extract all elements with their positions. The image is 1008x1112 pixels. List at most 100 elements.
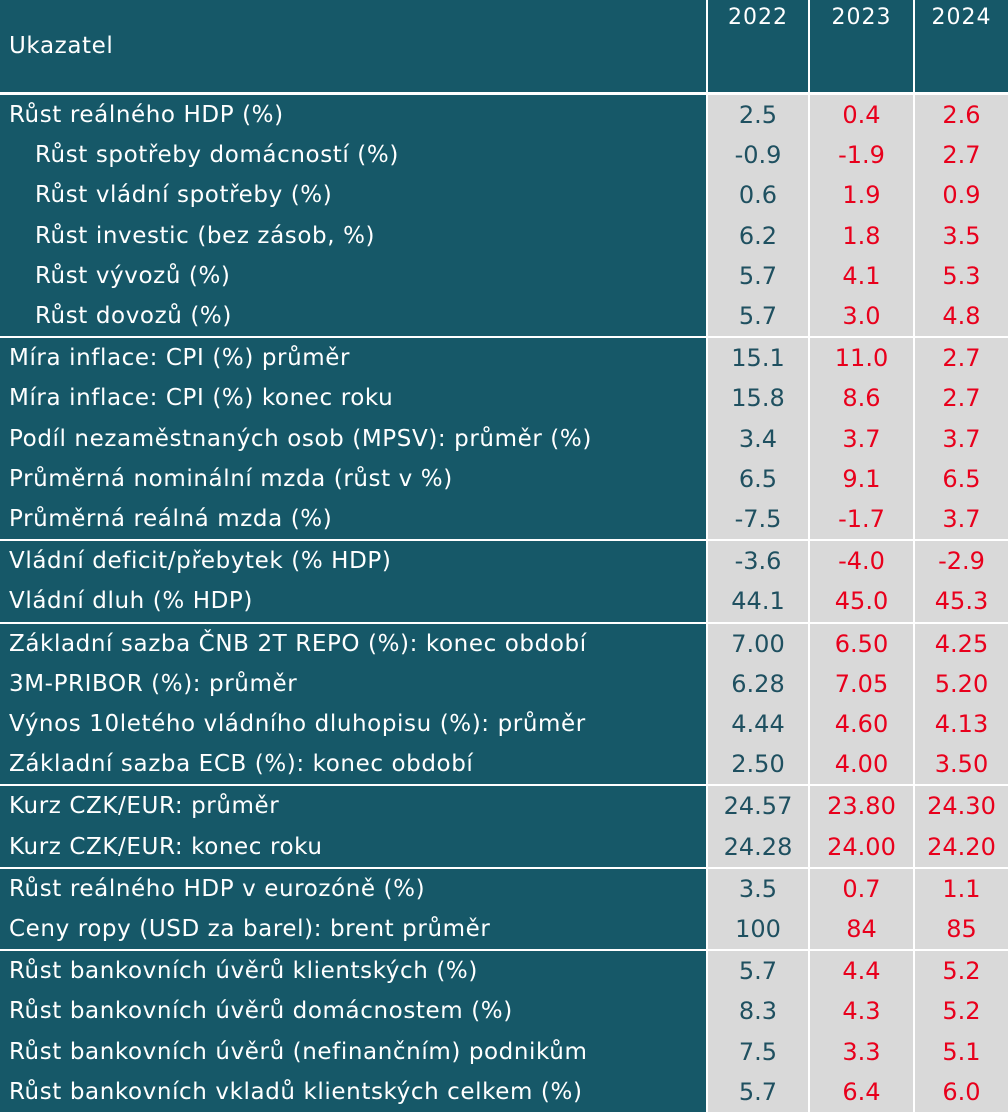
indicator-label: Růst spotřeby domácností (%) <box>0 135 706 176</box>
table-row: Růst reálného HDP v eurozóně (%) 3.5 0.7 1.… <box>0 868 1008 909</box>
value-2024: 3.7 <box>915 499 1008 540</box>
indicator-label: Růst dovozů (%) <box>0 296 706 337</box>
table-row: Vládní deficit/přebytek (% HDP) -3.6 -4.0-… <box>0 541 1008 582</box>
value-2023: 4.1 <box>810 255 913 296</box>
indicator-label: Základní sazba ECB (%): konec období <box>0 744 706 785</box>
value-2024: 5.20 <box>915 663 1008 704</box>
value-2023: 6.4 <box>810 1071 913 1112</box>
indicator-label: Růst bankovních úvěrů domácnostem (%) <box>0 991 706 1032</box>
value-2022: 24.57 <box>708 786 808 827</box>
indicator-label: Míra inflace: CPI (%) konec roku <box>0 378 706 419</box>
table-row: Růst bankovních úvěrů domácnostem (%) 8.3… <box>0 991 1008 1032</box>
value-2023: -1.7 <box>810 499 913 540</box>
table-row: Vládní dluh (% HDP) 44.1 45.0 45.3 <box>0 581 1008 622</box>
indicator-label: Průměrná reálná mzda (%) <box>0 499 706 540</box>
value-2022: 15.1 <box>708 338 808 379</box>
value-2022: 3.4 <box>708 418 808 459</box>
indicator-label: Kurz CZK/EUR: konec roku <box>0 826 706 867</box>
indicator-label: 3M-PRIBOR (%): průměr <box>0 663 706 704</box>
value-2022: 15.8 <box>708 378 808 419</box>
value-2022: 0.6 <box>708 175 808 216</box>
value-2024: 2.7 <box>915 378 1008 419</box>
indicator-label: Kurz CZK/EUR: průměr <box>0 786 706 827</box>
table-row: Růst dovozů (%) 5.7 3.0 4.8 <box>0 296 1008 337</box>
indicator-label: Výnos 10letého vládního dluhopisu (%): p… <box>0 704 706 745</box>
value-2024: 4.25 <box>915 623 1008 664</box>
value-2024: 24.30 <box>915 786 1008 827</box>
value-2022: -0.9 <box>708 135 808 176</box>
value-2022: 4.44 <box>708 704 808 745</box>
table-row: Růst reálného HDP (%) 2.5 0.4 2.6 <box>0 95 1008 136</box>
value-2023: -1.9 <box>810 135 913 176</box>
value-2024: 4.13 <box>915 704 1008 745</box>
table-row: Míra inflace: CPI (%) konec roku 15.8 8.6 2… <box>0 378 1008 419</box>
header-year-2022: 2022 <box>708 0 808 92</box>
value-2024: 4.8 <box>915 296 1008 337</box>
table-row: Průměrná nominální mzda (růst v %) 6.5 9.1… <box>0 458 1008 499</box>
value-2023: 23.80 <box>810 786 913 827</box>
value-2024: 2.6 <box>915 95 1008 136</box>
value-2023: 84 <box>810 909 913 950</box>
table-row: Průměrná reálná mzda (%) -7.5 -1.7 3.7 <box>0 499 1008 540</box>
value-2023: 4.00 <box>810 744 913 785</box>
value-2023: 8.6 <box>810 378 913 419</box>
indicator-label: Růst reálného HDP (%) <box>0 95 706 136</box>
indicator-label: Ceny ropy (USD za barel): brent průměr <box>0 909 706 950</box>
indicator-label: Průměrná nominální mzda (růst v %) <box>0 458 706 499</box>
table-row: Růst vládní spotřeby (%) 0.6 1.9 0.9 <box>0 175 1008 216</box>
table-row: Podíl nezaměstnaných osob (MPSV): průměr… <box>0 418 1008 459</box>
value-2024: 5.3 <box>915 255 1008 296</box>
table-row: Růst bankovních vkladů klientských celke… <box>0 1071 1008 1112</box>
indicator-label: Růst reálného HDP v eurozóně (%) <box>0 868 706 909</box>
value-2024: 85 <box>915 909 1008 950</box>
value-2022: 3.5 <box>708 868 808 909</box>
value-2023: 24.00 <box>810 826 913 867</box>
value-2022: 6.2 <box>708 215 808 256</box>
value-2024: 6.5 <box>915 458 1008 499</box>
value-2023: 4.4 <box>810 951 913 992</box>
value-2023: -4.0 <box>810 541 913 582</box>
value-2023: 45.0 <box>810 581 913 622</box>
table-row: Růst bankovních úvěrů (nefinančním) podn… <box>0 1031 1008 1072</box>
table-row: Základní sazba ČNB 2T REPO (%): konec ob… <box>0 623 1008 664</box>
table-row: 3M-PRIBOR (%): průměr 6.28 7.05 5.20 <box>0 663 1008 704</box>
value-2022: 5.7 <box>708 296 808 337</box>
value-2024: 3.50 <box>915 744 1008 785</box>
value-2023: 4.3 <box>810 991 913 1032</box>
table-row: Kurz CZK/EUR: průměr 24.57 23.80 24.30 <box>0 786 1008 827</box>
value-2024: 5.2 <box>915 991 1008 1032</box>
value-2022: 2.50 <box>708 744 808 785</box>
indicator-label: Vládní dluh (% HDP) <box>0 581 706 622</box>
value-2022: 5.7 <box>708 951 808 992</box>
value-2024: 6.0 <box>915 1071 1008 1112</box>
table-row: Kurz CZK/EUR: konec roku 24.28 24.00 24.20 <box>0 826 1008 867</box>
indicator-label: Růst vývozů (%) <box>0 255 706 296</box>
indicator-label: Růst bankovních vkladů klientských celke… <box>0 1071 706 1112</box>
value-2022: 2.5 <box>708 95 808 136</box>
value-2022: 24.28 <box>708 826 808 867</box>
table-row: Růst vývozů (%) 5.7 4.1 5.3 <box>0 255 1008 296</box>
table-row: Výnos 10letého vládního dluhopisu (%): p… <box>0 704 1008 745</box>
value-2023: 7.05 <box>810 663 913 704</box>
value-2023: 1.8 <box>810 215 913 256</box>
value-2023: 3.7 <box>810 418 913 459</box>
value-2022: 8.3 <box>708 991 808 1032</box>
indicator-label: Růst investic (bez zásob, %) <box>0 215 706 256</box>
header-label-cell: Ukazatel <box>0 0 706 92</box>
value-2023: 9.1 <box>810 458 913 499</box>
indicator-label: Míra inflace: CPI (%) průměr <box>0 338 706 379</box>
value-2022: 100 <box>708 909 808 950</box>
value-2023: 0.4 <box>810 95 913 136</box>
table-row: Míra inflace: CPI (%) průměr 15.1 11.0 2.7 <box>0 338 1008 379</box>
value-2024: 3.7 <box>915 418 1008 459</box>
value-2024: 45.3 <box>915 581 1008 622</box>
table-row: Růst investic (bez zásob, %) 6.2 1.8 3.5 <box>0 215 1008 256</box>
value-2022: 6.5 <box>708 458 808 499</box>
value-2023: 11.0 <box>810 338 913 379</box>
value-2022: 7.5 <box>708 1031 808 1072</box>
value-2023: 3.3 <box>810 1031 913 1072</box>
value-2024: 24.20 <box>915 826 1008 867</box>
indicator-label: Růst vládní spotřeby (%) <box>0 175 706 216</box>
value-2024: 2.7 <box>915 338 1008 379</box>
